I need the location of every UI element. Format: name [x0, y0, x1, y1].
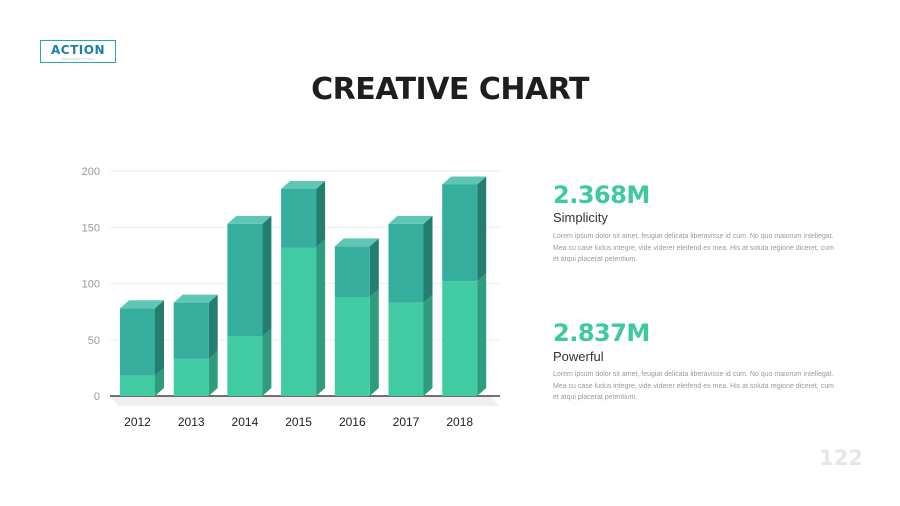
bar-top-face: [227, 215, 272, 224]
bar-bottom-side: [208, 350, 218, 396]
bar-top-segment: [388, 223, 424, 303]
bar-top-face: [442, 176, 487, 185]
bar-top-segment: [173, 302, 209, 359]
slide-title: CREATIVE CHART: [311, 72, 589, 107]
y-tick-label: 100: [82, 279, 100, 291]
bar-bottom-segment: [442, 281, 478, 396]
bar-bottom-segment: [227, 336, 263, 396]
bar-bottom-segment: [120, 375, 155, 396]
stat-label-2: Powerful: [553, 349, 604, 364]
x-tick-label: 2016: [339, 415, 366, 429]
x-tick-label: 2013: [178, 415, 205, 429]
bar-top-segment: [442, 184, 478, 282]
bar-top-side: [423, 215, 433, 303]
bar-bottom-side: [155, 367, 164, 396]
x-tick-label: 2014: [232, 415, 259, 429]
y-tick-label: 150: [82, 222, 100, 234]
bar-top-face: [334, 238, 379, 247]
bar-top-segment: [334, 246, 370, 297]
bar-bottom-side: [423, 294, 433, 396]
y-tick-label: 50: [88, 335, 100, 347]
bar-bottom-side: [477, 273, 487, 396]
x-tick-label: 2012: [124, 415, 151, 429]
page-number: 122: [819, 446, 863, 470]
bar-top-side: [155, 300, 164, 376]
bar-top-side: [477, 176, 487, 282]
logo: ACTION PRESENTATION: [40, 40, 116, 63]
stat-text-1: Lorem ipsum dolor sit amet, feugiat deli…: [553, 233, 834, 263]
stat-value-1: 2.368M: [553, 181, 650, 209]
stat-label-1: Simplicity: [553, 210, 608, 225]
bar-top-segment: [120, 308, 155, 376]
bar-bottom-segment: [281, 247, 317, 396]
stat-value-2: 2.837M: [553, 319, 650, 347]
x-tick-label: 2015: [285, 415, 312, 429]
bar-top-side: [369, 238, 379, 297]
y-tick-label: 200: [82, 166, 100, 178]
logo-text: ACTION: [51, 43, 105, 57]
bar-top-side: [208, 294, 218, 359]
bar-bottom-side: [316, 239, 326, 396]
bar-top-face: [281, 181, 326, 189]
bar-top-side: [262, 215, 272, 337]
bar-bottom-segment: [173, 358, 209, 396]
logo-subtext: PRESENTATION: [61, 57, 95, 61]
bar-top-face: [388, 215, 433, 224]
bar-top-side: [316, 181, 326, 248]
y-tick-label: 0: [94, 391, 100, 403]
bar-bottom-side: [369, 289, 379, 396]
chart-floor: [110, 396, 500, 406]
bar-bottom-segment: [334, 297, 370, 396]
bar-top-segment: [227, 223, 263, 337]
bar-top-face: [120, 300, 164, 309]
bar-bottom-side: [262, 328, 272, 396]
bar-top-segment: [281, 189, 317, 248]
bar-bottom-segment: [388, 302, 424, 396]
x-tick-label: 2018: [446, 415, 473, 429]
x-tick-label: 2017: [393, 415, 420, 429]
bar-top-face: [173, 294, 218, 303]
stat-text-2: Lorem ipsum dolor sit amet, feugiat deli…: [553, 371, 834, 401]
